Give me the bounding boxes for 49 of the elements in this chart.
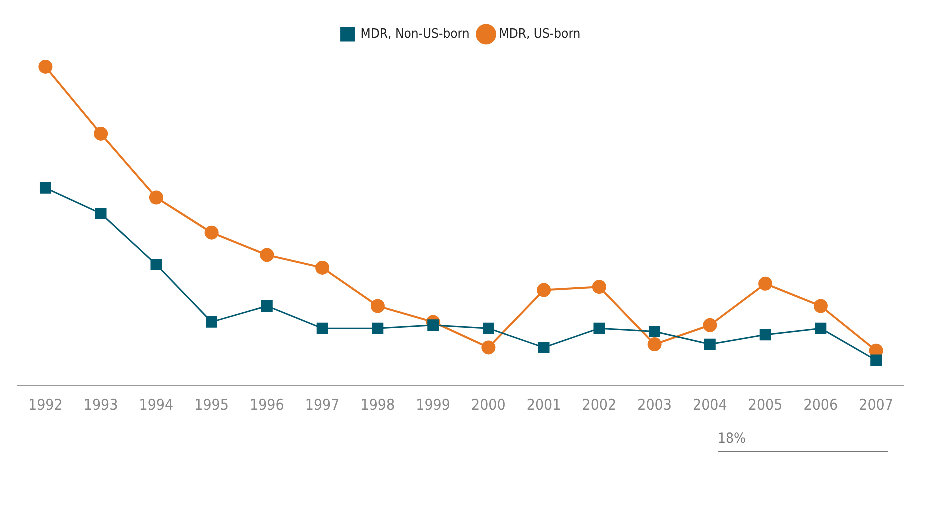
point [316,322,328,334]
x-tick-label: 1993 [84,396,118,414]
point [149,190,164,205]
x-tick-label: 1997 [305,396,340,414]
x-tick-label: 2005 [748,396,783,414]
x-tick-label: 2004 [693,396,728,414]
x-tick-label: 2007 [859,396,894,414]
point [40,182,52,194]
text: 18% [718,431,746,447]
point [815,322,827,334]
point [482,322,494,334]
point [649,326,661,338]
point [370,299,385,314]
x-tick-label: 1995 [194,396,229,414]
legend-label: MDR, US-born [499,26,581,42]
point [206,316,218,328]
point [38,60,53,74]
point [95,208,107,220]
point [592,280,606,294]
point [482,340,496,355]
point [594,322,606,334]
point [538,342,550,354]
point [316,260,330,275]
x-tick-label: 1999 [416,396,450,414]
point [204,226,219,240]
legend-label: MDR, Non-US-born [360,26,470,42]
point [648,338,662,352]
point [870,354,882,366]
point [703,318,718,332]
x-tick-label: 1992 [28,396,63,414]
point [150,259,162,270]
point [94,126,108,141]
x-tick-label: 2001 [526,396,562,414]
point [428,320,440,332]
point [261,300,273,312]
x-tick-label: 1996 [250,396,284,414]
point [704,338,716,350]
x-tick-label: 2002 [582,396,617,414]
point [814,299,828,314]
point [260,248,274,262]
x-tick-label: 1998 [360,396,396,414]
x-tick-label: 1994 [139,396,174,414]
point [372,322,384,334]
point [758,276,773,291]
x-tick-label: 2006 [804,396,838,414]
x-tick-label: 2003 [638,396,672,414]
point [537,283,552,298]
point [760,329,772,341]
x-tick-label: 2000 [472,396,506,414]
